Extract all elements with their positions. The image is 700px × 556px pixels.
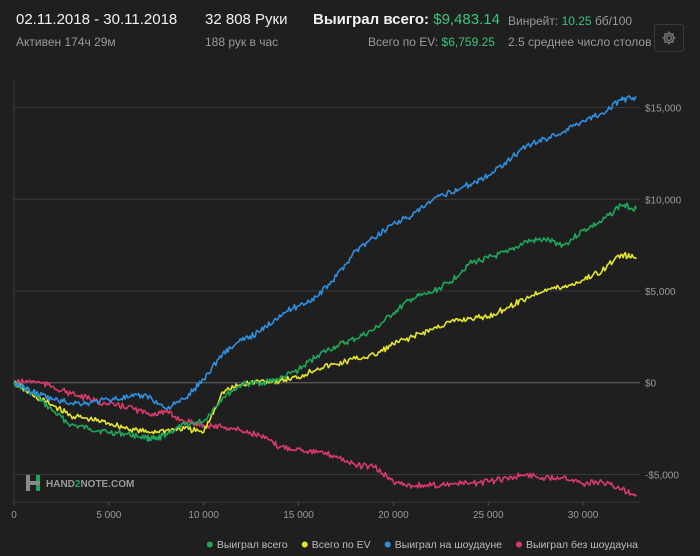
chart-lines xyxy=(13,95,638,497)
x-tick-label: 20 000 xyxy=(378,510,409,521)
winrate-label: Винрейт: xyxy=(508,14,559,28)
y-tick-label: -$5,000 xyxy=(645,470,679,481)
x-tick-label: 30 000 xyxy=(568,510,599,521)
ev-total-label: Всего по EV: xyxy=(368,35,439,49)
series-line-0 xyxy=(13,202,638,442)
chart-legend: Выиграл без шоудауна Выиграл на шоудауне В… xyxy=(206,539,638,551)
legend-item-3[interactable]: Выиграл без шоудауна xyxy=(516,539,638,551)
ev-total-value: $6,759.25 xyxy=(441,35,495,49)
stats-header: 02.11.2018 - 30.11.2018 Активен 174ч 29м… xyxy=(0,0,700,66)
hands-per-hour: 188 рук в час xyxy=(205,35,279,49)
x-tick-label: 0 xyxy=(11,510,17,521)
gear-icon xyxy=(662,31,676,45)
won-total: Выиграл всего: $9,483.14 xyxy=(313,11,500,28)
x-tick-label: 5 000 xyxy=(96,510,121,521)
winrate: Винрейт: 10.25 бб/100 xyxy=(508,14,632,28)
series-line-1 xyxy=(13,251,637,435)
y-tick-label: $10,000 xyxy=(645,195,682,206)
ev-total: Всего по EV: $6,759.25 xyxy=(368,35,495,49)
won-total-value: $9,483.14 xyxy=(433,11,500,28)
active-time: Активен 174ч 29м xyxy=(16,35,116,49)
legend-label: Выиграл без шоудауна xyxy=(526,539,638,551)
series-line-2 xyxy=(13,95,637,411)
legend-marker xyxy=(384,541,391,548)
winrate-unit: бб/100 xyxy=(594,14,633,28)
avg-tables: 2.5 среднее число столов xyxy=(508,35,652,49)
profit-chart: $15,000 $10,000 $5,000 $0 -$5,000 0 5 000 10 0… xyxy=(11,80,682,551)
x-axis-ticks: 0 5 000 10 000 15 000 20 000 25 000 30 000 xyxy=(11,502,599,521)
legend-marker xyxy=(301,541,308,548)
won-total-label: Выиграл всего: xyxy=(313,11,430,28)
legend-label: Выиграл на шоудауне xyxy=(395,539,502,551)
x-tick-label: 25 000 xyxy=(473,510,504,521)
legend-marker xyxy=(516,541,522,548)
winrate-value: 10.25 xyxy=(561,14,592,28)
y-tick-label: $0 xyxy=(645,379,657,390)
legend-marker xyxy=(206,541,213,548)
legend-item-2[interactable]: Выиграл на шоудауне xyxy=(384,539,502,551)
hands-count: 32 808 Руки xyxy=(205,11,288,28)
y-tick-label: $5,000 xyxy=(645,287,676,298)
y-tick-label: $15,000 xyxy=(645,104,682,115)
legend-label: Выиграл всего xyxy=(217,539,288,551)
chart-grid xyxy=(13,80,640,503)
legend-item-1[interactable]: Всего по EV xyxy=(301,539,371,551)
date-range: 02.11.2018 - 30.11.2018 xyxy=(16,11,178,28)
legend-label: Всего по EV xyxy=(312,539,371,551)
svg-text:HAND2NOTE.COM: HAND2NOTE.COM xyxy=(46,479,134,490)
y-axis-ticks: $15,000 $10,000 $5,000 $0 -$5,000 xyxy=(645,104,682,482)
legend-item-0[interactable]: Выиграл всего xyxy=(206,539,288,551)
series-line-3 xyxy=(13,378,638,497)
settings-button[interactable] xyxy=(654,24,684,52)
x-tick-label: 15 000 xyxy=(283,510,314,521)
hand2note-logo-icon: HAND2NOTE.COM xyxy=(26,475,134,491)
x-tick-label: 10 000 xyxy=(188,510,219,521)
